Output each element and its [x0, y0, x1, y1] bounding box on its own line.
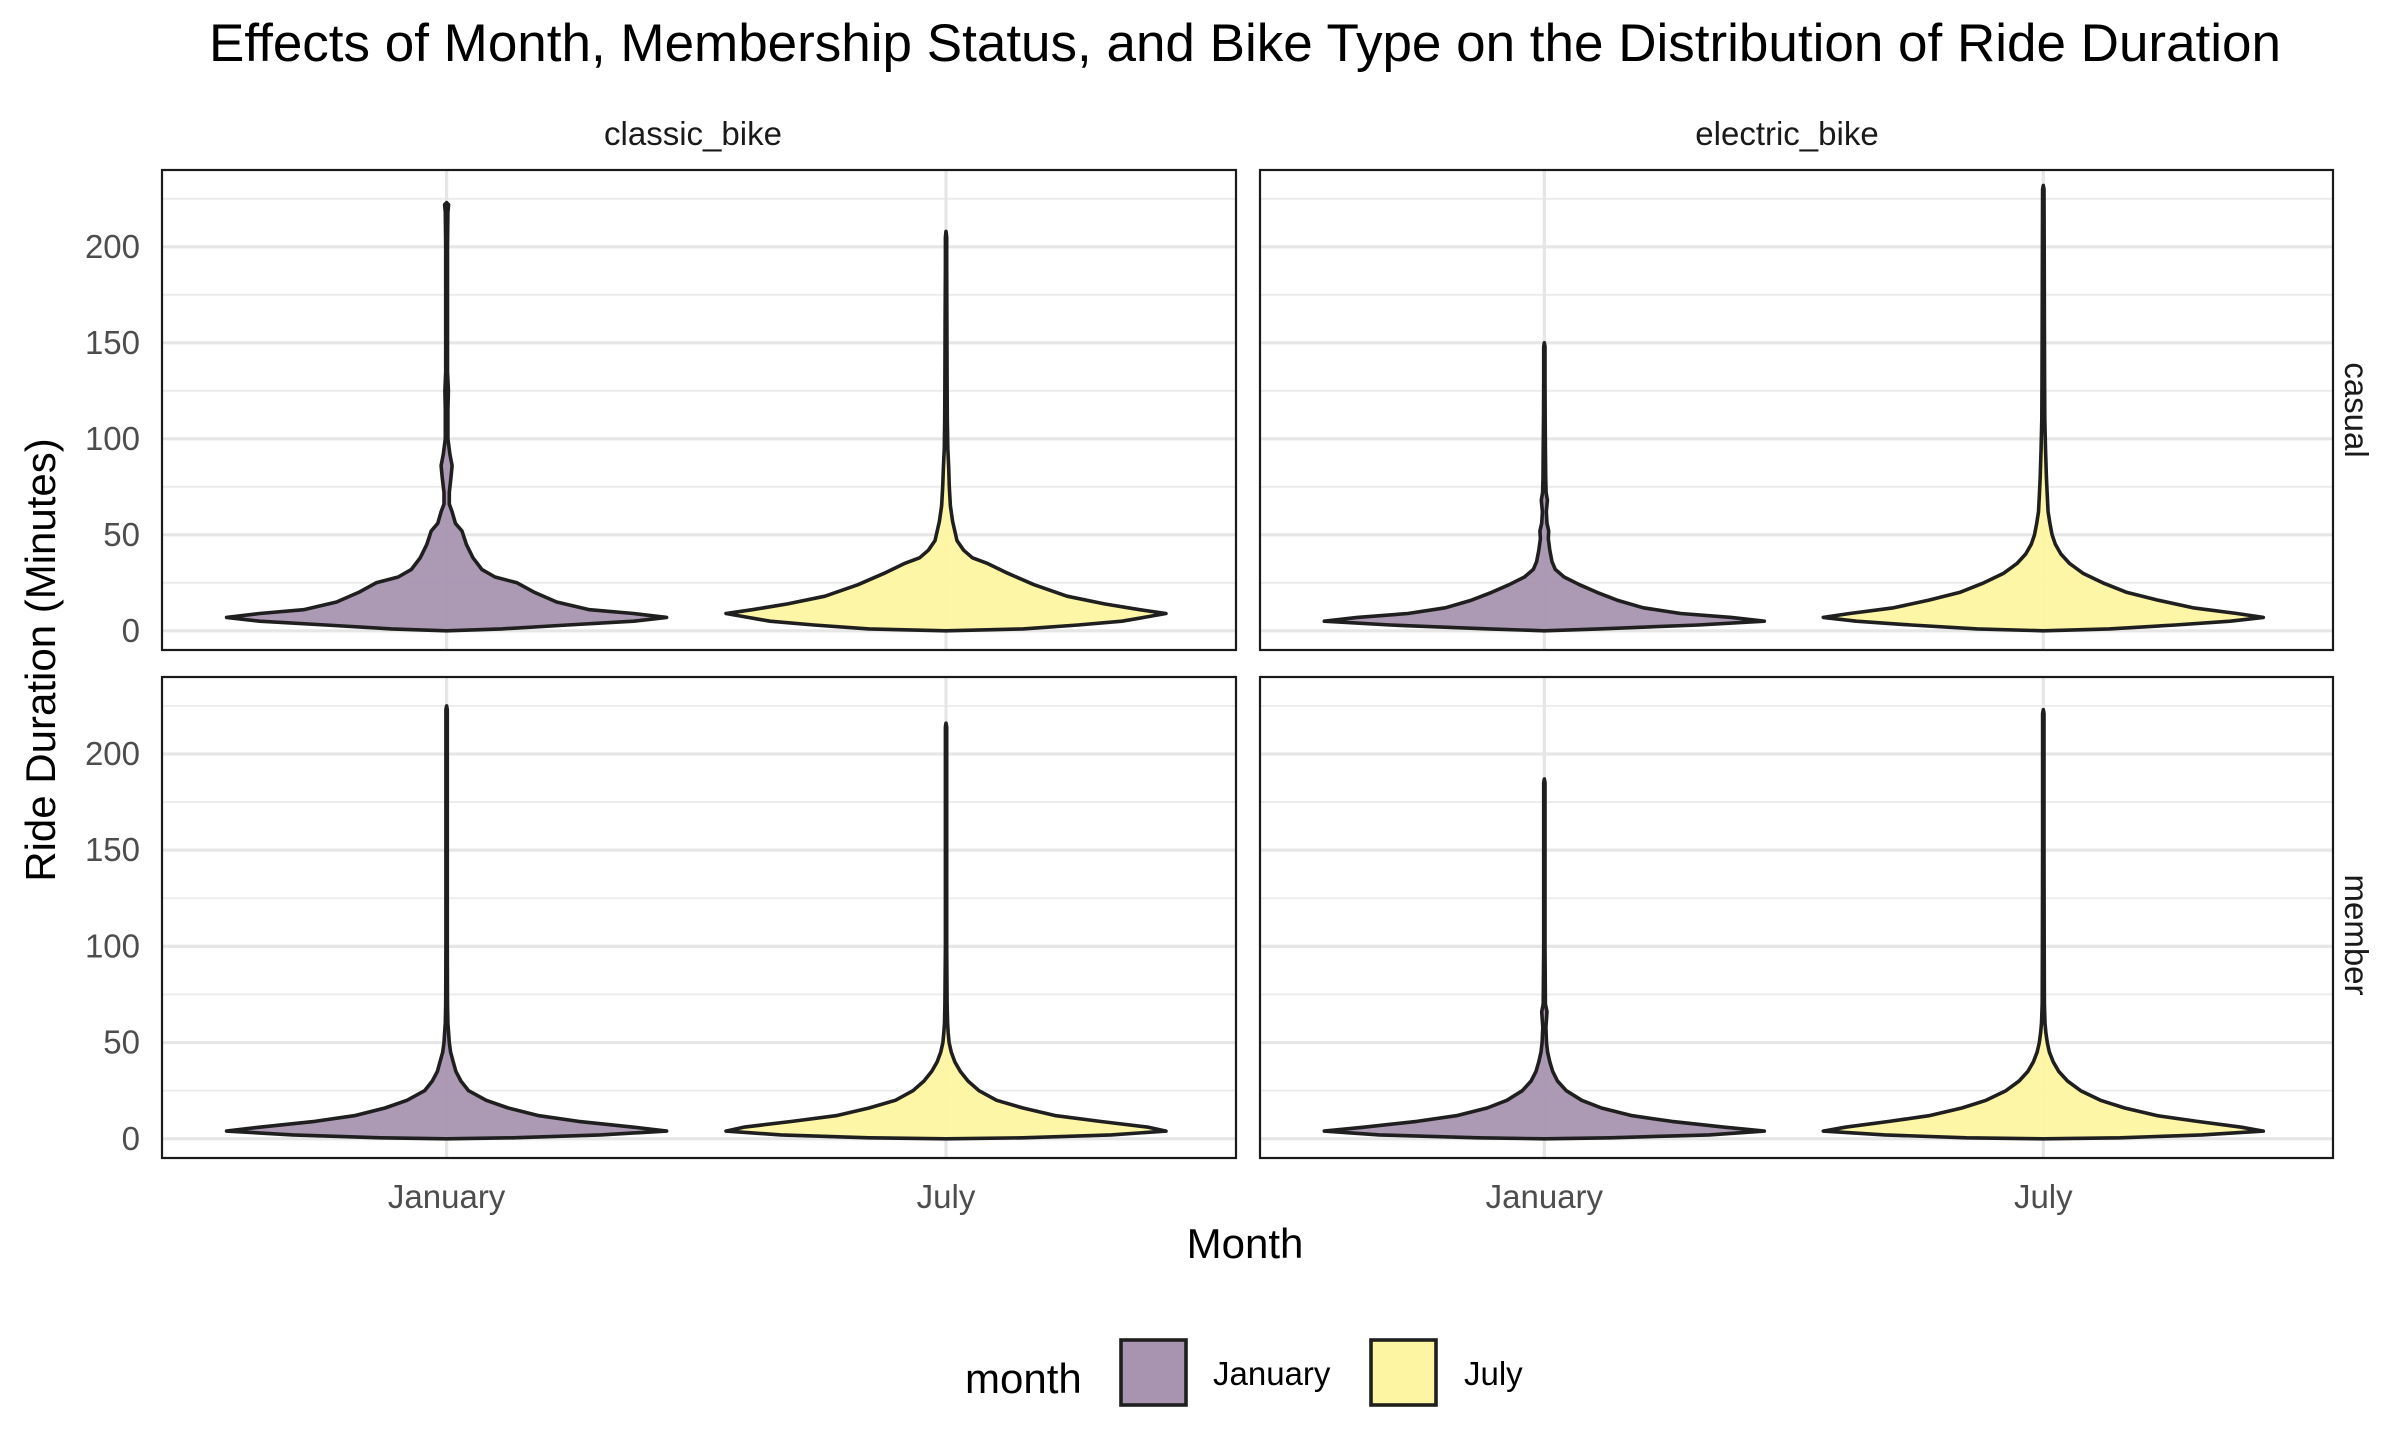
violin-classic-bike-member-january — [224, 704, 669, 1141]
legend: month January July — [965, 1338, 1523, 1407]
x-tick-label-january: January — [388, 1178, 506, 1215]
y-tick-label: 100 — [85, 420, 140, 457]
violin-electric-bike-casual-july — [1821, 183, 2266, 633]
y-tick-label: 150 — [85, 831, 140, 868]
legend-label-january: January — [1213, 1355, 1331, 1392]
violin-classic-bike-member-july — [724, 721, 1168, 1141]
panel-border — [160, 168, 1238, 652]
legend-key-january — [1119, 1338, 1188, 1407]
y-tick-label: 150 — [85, 324, 140, 361]
y-tick-label: 200 — [85, 735, 140, 772]
violin-classic-bike-casual-july — [724, 229, 1168, 633]
y-tick-label: 0 — [122, 612, 140, 649]
panel-electric-bike-member: January July — [1258, 675, 2335, 1215]
x-axis-title: Month — [1187, 1220, 1304, 1267]
violin-electric-bike-member-january — [1322, 777, 1767, 1141]
facet-strip-classic-bike: classic_bike — [604, 115, 782, 152]
x-tick-label-july: July — [2014, 1178, 2073, 1215]
facet-strip-electric-bike: electric_bike — [1695, 115, 1878, 152]
y-tick-label: 50 — [103, 1024, 140, 1061]
violin-electric-bike-casual-january — [1322, 341, 1767, 633]
legend-label-july: July — [1464, 1355, 1523, 1392]
y-tick-label: 0 — [122, 1120, 140, 1157]
y-tick-label: 100 — [85, 927, 140, 964]
violin-classic-bike-casual-january — [224, 200, 669, 633]
facet-strip-casual: casual — [2338, 362, 2375, 457]
panel-border — [1258, 675, 2335, 1160]
violin-electric-bike-member-july — [1821, 707, 2266, 1141]
facet-strip-member: member — [2338, 874, 2375, 995]
chart-title: Effects of Month, Membership Status, and… — [209, 14, 2281, 73]
legend-key-july — [1369, 1338, 1438, 1407]
panel-classic-bike-member: 0 50 100 150 200 January July — [85, 675, 1238, 1215]
y-tick-label: 200 — [85, 228, 140, 265]
panel-border — [1258, 168, 2335, 652]
panel-border — [160, 675, 1238, 1160]
legend-title: month — [965, 1355, 1082, 1402]
y-tick-label: 50 — [103, 516, 140, 553]
panel-classic-bike-casual: 0 50 100 150 200 — [85, 168, 1238, 652]
x-tick-label-july: July — [917, 1178, 976, 1215]
panel-electric-bike-casual — [1258, 168, 2335, 652]
x-tick-label-january: January — [1486, 1178, 1604, 1215]
y-axis-title: Ride Duration (Minutes) — [17, 438, 64, 882]
